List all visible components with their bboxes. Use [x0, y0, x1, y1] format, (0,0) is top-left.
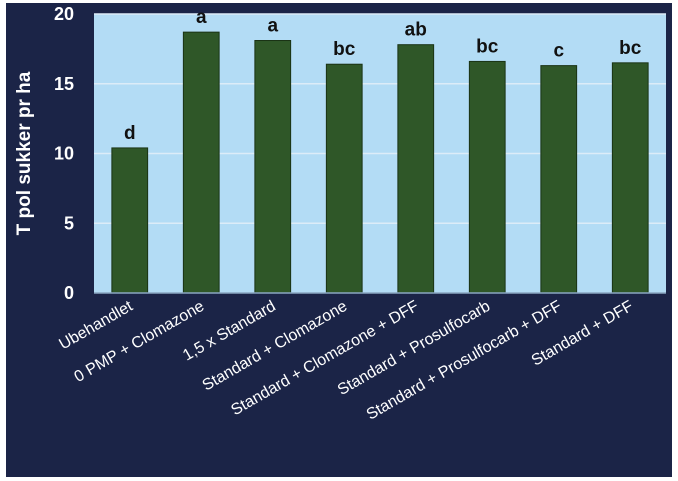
y-tick-label: 10	[54, 144, 74, 164]
bar-2	[182, 31, 220, 294]
y-tick-label: 20	[54, 4, 74, 24]
bar-1	[111, 147, 149, 294]
significance-letter: bc	[619, 38, 642, 59]
y-axis-title: T pol sukker pr ha	[14, 71, 35, 235]
bar-8	[611, 62, 649, 294]
significance-letter: bc	[476, 36, 499, 57]
bars	[111, 31, 649, 294]
significance-letter: d	[124, 123, 136, 144]
x-tick-label: 0 PMP + Clomazone	[72, 298, 208, 386]
axes: 0 5 10 15 20	[54, 4, 666, 303]
bar-3	[254, 40, 292, 294]
bar-5	[397, 44, 435, 294]
y-tick-label: 0	[64, 283, 74, 303]
y-tick-label: 5	[64, 213, 74, 233]
bar-4	[325, 63, 363, 294]
y-tick-label: 15	[54, 74, 74, 94]
significance-letter: c	[553, 41, 564, 62]
significance-letter: a	[267, 16, 278, 37]
bar-7	[540, 65, 578, 294]
significance-letter: bc	[333, 39, 356, 60]
significance-letter: ab	[405, 20, 427, 41]
significance-letter: a	[196, 7, 207, 28]
bar-6	[468, 60, 506, 294]
chart-frame: 0 5 10 15 20 d Ubehandlet a 0 PMP + Clomazone a 1…	[6, 3, 672, 477]
